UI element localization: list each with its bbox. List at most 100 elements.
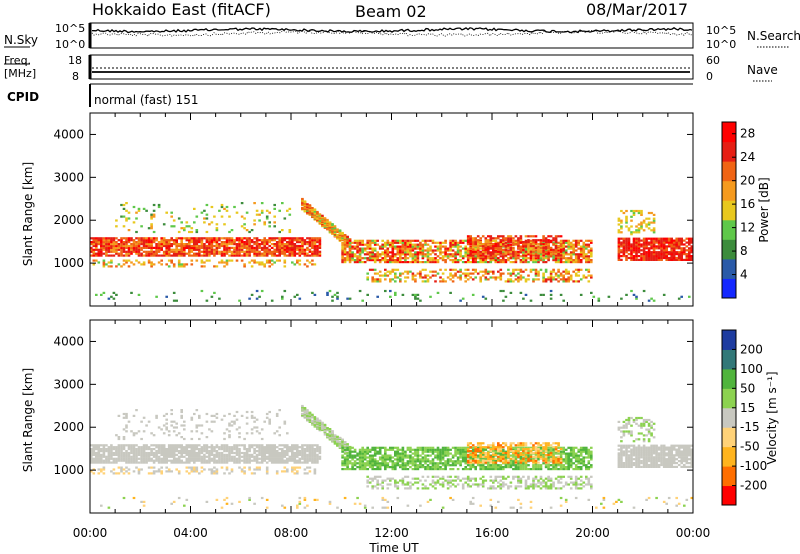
data-cell [137,457,141,460]
data-cell [180,410,183,414]
data-cell [456,259,460,262]
data-cell [306,248,309,251]
data-cell [130,450,133,453]
data-cell [381,253,384,256]
data-cell [238,299,241,302]
data-cell [220,459,224,462]
data-cell [283,265,287,268]
data-cell [235,246,239,249]
data-cell [190,418,194,421]
data-cell [162,451,166,455]
data-cell [559,250,563,253]
data-cell [554,259,558,262]
data-cell [273,261,276,264]
data-cell [617,231,621,234]
data-cell [263,448,266,451]
data-cell [474,243,477,246]
data-cell [384,460,387,463]
data-cell [454,257,457,260]
data-cell [167,259,171,262]
data-cell [215,252,219,255]
data-cell [564,249,568,252]
data-cell [351,454,354,457]
data-cell [333,230,337,233]
data-cell [208,455,211,458]
data-cell [424,280,427,283]
data-cell [306,466,309,469]
data-cell [366,460,369,463]
data-cell [343,243,347,246]
data-cell [487,278,490,281]
data-cell [534,254,538,257]
data-cell [200,457,204,460]
data-cell [404,249,407,252]
data-cell [343,460,347,463]
data-cell [170,248,173,251]
data-cell [567,278,570,281]
data-cell [373,446,377,449]
data-cell [175,250,178,253]
data-cell [200,455,204,458]
data-cell [439,280,442,283]
data-cell [434,249,437,252]
data-cell [484,259,488,262]
data-cell [147,261,151,264]
data-cell [670,245,673,248]
data-cell [291,470,294,473]
data-cell [371,466,374,469]
data-cell [95,248,98,251]
data-cell [409,450,412,453]
data-cell [92,243,96,246]
data-cell [630,219,633,222]
data-cell [137,261,141,264]
data-cell [132,448,136,451]
data-cell [439,249,442,252]
data-cell [399,249,402,252]
power-colorbar-tick-label: 8 [740,244,748,258]
data-cell [660,256,663,260]
data-cell [235,450,239,453]
data-cell [270,239,274,242]
data-cell [444,280,447,283]
data-cell [642,237,646,240]
data-cell [177,248,181,251]
data-cell [464,268,467,271]
data-cell [564,261,568,264]
data-cell [361,454,364,457]
data-cell [160,246,163,249]
data-cell [534,252,538,255]
data-cell [373,253,377,256]
data-cell [414,460,417,463]
data-cell [534,239,538,242]
data-cell [481,244,485,248]
data-cell [331,299,334,302]
data-cell [363,253,367,256]
data-cell [562,276,565,279]
data-cell [399,466,402,469]
data-cell [341,448,344,451]
data-cell [394,466,397,469]
data-cell [454,272,457,275]
data-cell [298,237,302,240]
data-cell [100,453,103,456]
data-cell [165,418,168,421]
data-cell [218,252,221,255]
data-cell [519,248,523,251]
data-cell [142,459,146,462]
data-cell [446,276,450,279]
data-cell [527,257,530,260]
data-cell [220,461,224,464]
data-cell [371,464,374,467]
data-cell [260,455,264,458]
data-cell [92,241,96,244]
data-cell [343,239,347,242]
data-cell [177,217,181,220]
data-cell [235,451,239,455]
data-cell [210,444,214,447]
data-cell [343,441,347,444]
data-cell [353,450,357,453]
data-cell [203,252,206,255]
data-cell [167,434,171,437]
data-cell [293,457,297,460]
